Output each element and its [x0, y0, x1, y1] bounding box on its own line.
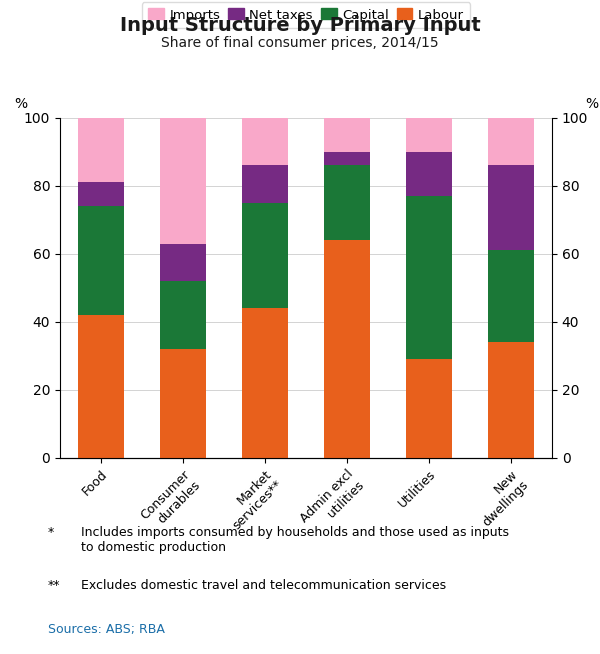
Text: Share of final consumer prices, 2014/15: Share of final consumer prices, 2014/15 — [161, 36, 439, 50]
Bar — [325, 165, 370, 240]
Bar — [160, 243, 206, 281]
Bar — [325, 240, 370, 458]
Bar — [488, 118, 533, 165]
Text: Input Structure by Primary Input: Input Structure by Primary Input — [119, 16, 481, 35]
Bar — [160, 281, 206, 349]
Bar — [160, 349, 206, 458]
Bar — [160, 118, 206, 243]
Bar — [406, 118, 452, 152]
Text: **: ** — [48, 579, 61, 592]
Bar — [242, 308, 287, 458]
Text: %: % — [585, 97, 598, 111]
Text: Excludes domestic travel and telecommunication services: Excludes domestic travel and telecommuni… — [81, 579, 446, 592]
Bar — [242, 165, 287, 203]
Bar — [79, 206, 124, 315]
Bar — [488, 342, 533, 458]
Bar — [325, 118, 370, 152]
Bar — [79, 315, 124, 458]
Bar — [406, 152, 452, 196]
Bar — [325, 152, 370, 165]
Bar — [488, 250, 533, 342]
Legend: Imports, Net taxes, Capital, Labour: Imports, Net taxes, Capital, Labour — [142, 2, 470, 28]
Bar — [488, 165, 533, 250]
Text: %: % — [14, 97, 27, 111]
Bar — [242, 203, 287, 308]
Text: Sources: ABS; RBA: Sources: ABS; RBA — [48, 623, 165, 636]
Text: *: * — [48, 526, 54, 540]
Bar — [79, 182, 124, 206]
Bar — [242, 118, 287, 165]
Bar — [79, 118, 124, 182]
Text: Includes imports consumed by households and those used as inputs
to domestic pro: Includes imports consumed by households … — [81, 526, 509, 555]
Bar — [406, 359, 452, 458]
Bar — [406, 196, 452, 359]
